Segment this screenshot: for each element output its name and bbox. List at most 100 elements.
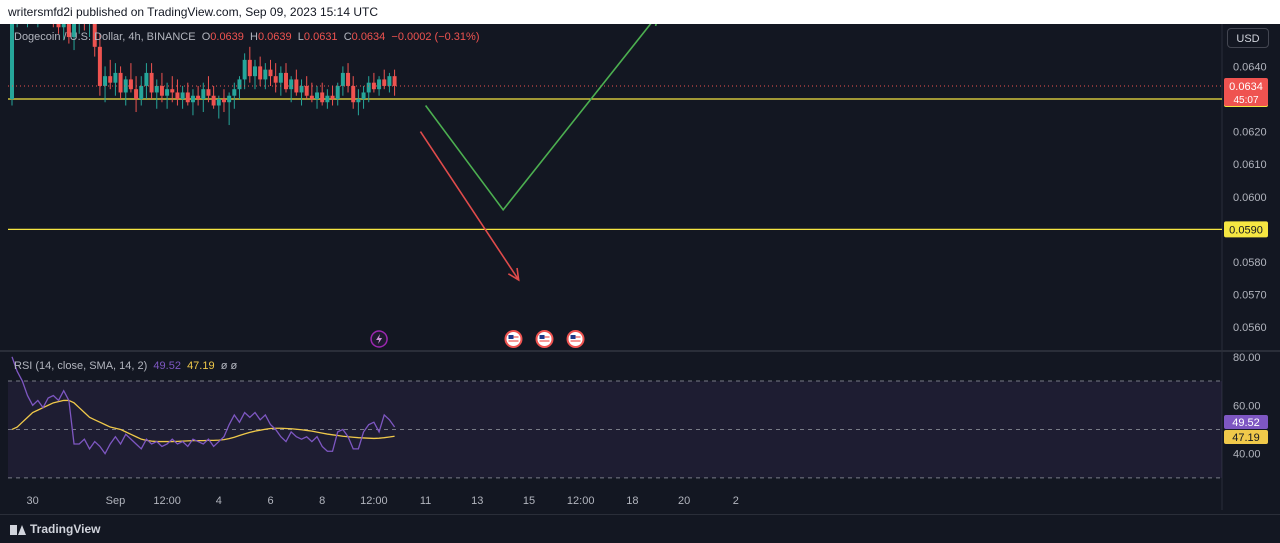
candle-body [103,76,108,86]
candle-body [351,85,356,103]
candle-body [180,92,185,99]
time-tick-label: 20 [678,495,690,507]
rsi-line [11,356,396,455]
time-tick-label: 18 [626,495,638,507]
price-tick-label: 0.0600 [1233,192,1267,204]
tradingview-logo[interactable]: TradingView [10,522,100,536]
low-label: L [297,31,304,43]
rsi-tick-label: 40.00 [1233,449,1261,461]
candle-body [268,69,273,77]
footer-bar: TradingView [0,514,1280,543]
rsi-sma-value: 47.19 [187,360,215,372]
candle-body [304,85,309,96]
time-tick-label: 8 [319,495,325,507]
publisher-bar: writersmfd2i published on TradingView.co… [0,0,1280,24]
candle-body [216,98,221,106]
us-flag-canton [570,335,576,339]
candle-body [118,72,123,93]
time-tick-label: Sep [106,495,126,507]
rsi-band-fill [8,381,1222,478]
level-price-label: 0.0590 [1229,224,1263,236]
lightning-icon [376,334,383,344]
last-price-label: 0.0634 [1229,81,1263,93]
price-tick-label: 0.0560 [1233,322,1267,334]
time-tick-label: 2 [733,495,739,507]
price-tick-label: 0.0580 [1233,257,1267,269]
candle-body [211,95,216,106]
candle-body [309,95,314,99]
candle-body [252,66,257,77]
rsi-tick-label: 80.00 [1233,352,1261,364]
candle-body [299,85,304,93]
time-tick-label: 15 [523,495,535,507]
time-tick-label: 4 [216,495,222,507]
candle-body [237,79,242,90]
bearish-projection-arrow [419,131,520,281]
candle-body [175,92,180,99]
time-tick-label: 11 [420,495,431,507]
candle-body [382,79,387,86]
candle-body [284,72,289,90]
us-flag-canton [539,335,545,339]
candle-body [56,24,61,28]
candle-body [356,98,361,103]
high-value: 0.0639 [258,31,292,43]
candle-body [113,72,118,83]
time-tick-label: 6 [267,495,273,507]
symbol-name: Dogecoin / U.S. Dollar, 4h, BINANCE [14,31,196,43]
candle-body [144,72,149,86]
high-label: H [250,31,258,43]
close-label: C [343,31,352,43]
candle-body [134,89,139,99]
candle-body [340,72,345,86]
symbol-legend: Dogecoin / U.S. Dollar, 4h, BINANCE O 0.0… [14,31,480,43]
candle-body [387,76,392,86]
candle-body [315,92,320,99]
tradingview-logo-icon [10,524,26,535]
candle-body [165,89,170,96]
countdown-label: 45:07 [1233,95,1258,106]
candle-body [185,92,190,103]
chart-canvas[interactable]: 0.0640 0.0620 0.0610 0.0600 0.0580 0.0570 0.05… [0,24,1280,514]
time-tick-label: 12:00 [153,495,181,507]
rsi-value-tag [1224,415,1268,430]
bearish-projection-arrow-head [507,267,520,282]
candle-body [366,82,371,93]
candle-body [190,95,195,103]
time-tick-label: 30 [27,495,39,507]
candle-body [289,79,294,90]
candle-body [196,95,201,99]
candle-body [154,85,159,93]
price-tick-label: 0.0610 [1233,159,1267,171]
price-tick-label: 0.0570 [1233,290,1267,302]
rsi-value-tag-label: 49.52 [1232,417,1260,429]
candle-body [149,72,154,93]
open-label: O [201,31,211,43]
currency-button[interactable]: USD [1227,28,1269,48]
rsi-sma-tag [1224,430,1268,445]
publisher-text: writersmfd2i published on TradingView.co… [8,5,378,19]
candle-body [278,72,283,83]
candle-body [139,85,144,99]
candle-body [392,76,397,86]
time-tick-label: 12:00 [360,495,388,507]
candle-body [320,92,325,103]
candle-body [128,79,133,90]
price-tick-label: 0.0640 [1233,61,1267,73]
candle-body [206,89,211,96]
candle-body [371,82,376,90]
brand-name: TradingView [30,522,101,536]
close-value: 0.0634 [351,31,386,43]
us-flag-canton [508,335,514,339]
rsi-sma-tag-label: 47.19 [1232,432,1260,444]
candle-body [61,24,66,28]
low-value: 0.0631 [303,31,338,43]
candle-body [170,89,175,93]
candle-body [242,59,247,80]
candle-body [346,72,351,86]
candle-body [108,76,113,83]
candle-body [66,24,71,38]
rsi-sma-line [11,399,395,443]
change-value: −0.0002 (−0.31%) [391,31,480,43]
time-tick-label: 13 [471,495,483,507]
